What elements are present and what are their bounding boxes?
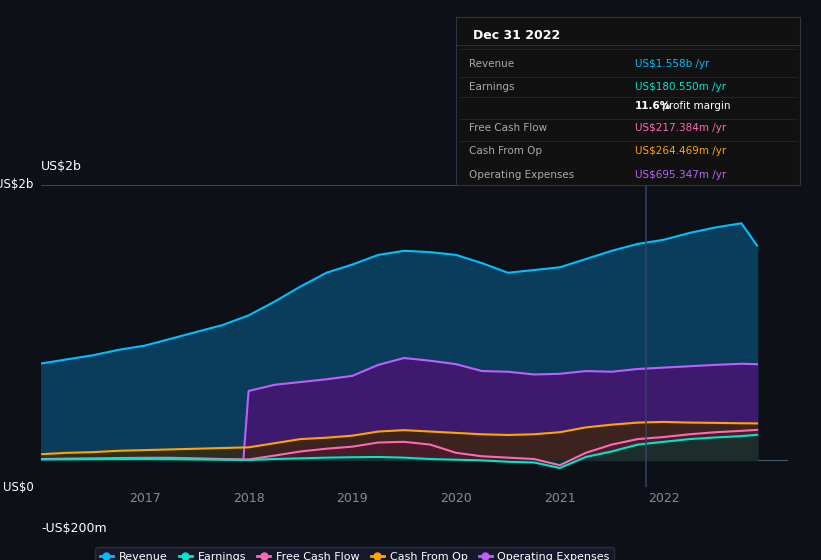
Text: US$180.550m /yr: US$180.550m /yr: [635, 82, 726, 92]
Legend: Revenue, Earnings, Free Cash Flow, Cash From Op, Operating Expenses: Revenue, Earnings, Free Cash Flow, Cash …: [95, 548, 614, 560]
Text: US$217.384m /yr: US$217.384m /yr: [635, 123, 727, 133]
Text: profit margin: profit margin: [659, 101, 731, 111]
Text: Free Cash Flow: Free Cash Flow: [470, 123, 548, 133]
Text: US$2b: US$2b: [41, 160, 82, 172]
Text: Revenue: Revenue: [470, 59, 515, 69]
Text: US$0: US$0: [2, 480, 34, 494]
Text: Dec 31 2022: Dec 31 2022: [473, 29, 560, 41]
Text: Operating Expenses: Operating Expenses: [470, 170, 575, 180]
Text: US$2b: US$2b: [0, 178, 34, 192]
Text: 11.6%: 11.6%: [635, 101, 672, 111]
Text: US$695.347m /yr: US$695.347m /yr: [635, 170, 727, 180]
Text: US$1.558b /yr: US$1.558b /yr: [635, 59, 709, 69]
Text: US$264.469m /yr: US$264.469m /yr: [635, 146, 727, 156]
Text: Cash From Op: Cash From Op: [470, 146, 543, 156]
Text: -US$200m: -US$200m: [41, 522, 107, 535]
Text: Earnings: Earnings: [470, 82, 515, 92]
